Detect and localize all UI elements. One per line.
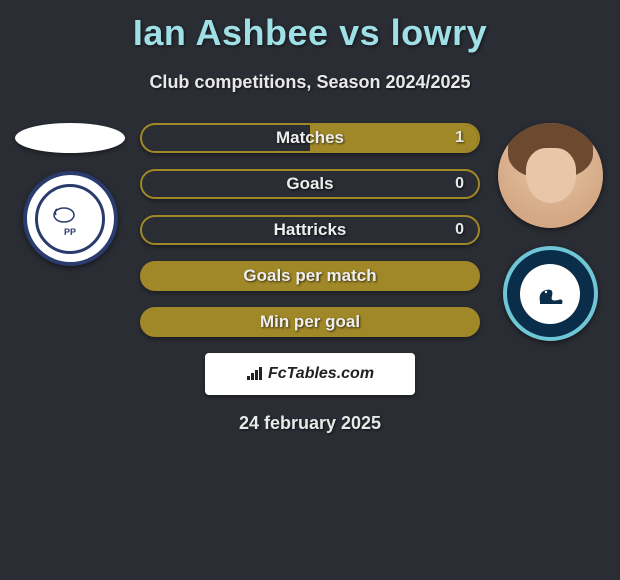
player1-club-badge: PP <box>23 171 118 266</box>
watermark-text: FcTables.com <box>268 365 374 383</box>
stat-row-matches: Matches 1 <box>140 123 480 153</box>
preston-badge-text: PP <box>64 227 76 237</box>
stat-row-hattricks: Hattricks 0 <box>140 215 480 245</box>
player2-club-badge <box>503 246 598 341</box>
date: 24 february 2025 <box>140 413 480 434</box>
stat-label: Goals <box>142 174 478 194</box>
comparison-area: PP Matches 1 Goals 0 Hat <box>0 123 620 473</box>
left-player-column: PP <box>0 123 140 266</box>
player2-face-icon <box>526 148 576 203</box>
stat-rows: Matches 1 Goals 0 Hattricks 0 Goals per … <box>140 123 480 434</box>
stat-fill-matches <box>310 125 478 151</box>
preston-badge-icon: PP <box>35 184 105 254</box>
vs-text: vs <box>339 12 380 53</box>
player1-avatar <box>15 123 125 153</box>
stat-label: Hattricks <box>142 220 478 240</box>
wycombe-badge-icon <box>520 264 580 324</box>
right-player-column <box>480 123 620 341</box>
player1-name: Ian Ashbee <box>133 12 329 53</box>
player2-avatar <box>498 123 603 228</box>
stat-row-min-per-goal: Min per goal <box>140 307 480 337</box>
stat-value-right: 0 <box>455 221 464 239</box>
stat-label: Min per goal <box>142 312 478 332</box>
stat-label: Goals per match <box>142 266 478 286</box>
subtitle: Club competitions, Season 2024/2025 <box>0 72 620 93</box>
stat-value-right: 0 <box>455 175 464 193</box>
stat-row-goals-per-match: Goals per match <box>140 261 480 291</box>
stat-value-right: 1 <box>455 129 464 147</box>
chart-icon <box>246 367 264 381</box>
watermark: FcTables.com <box>205 353 415 395</box>
player2-name: lowry <box>391 12 488 53</box>
stat-row-goals: Goals 0 <box>140 169 480 199</box>
comparison-title: Ian Ashbee vs lowry <box>0 0 620 54</box>
